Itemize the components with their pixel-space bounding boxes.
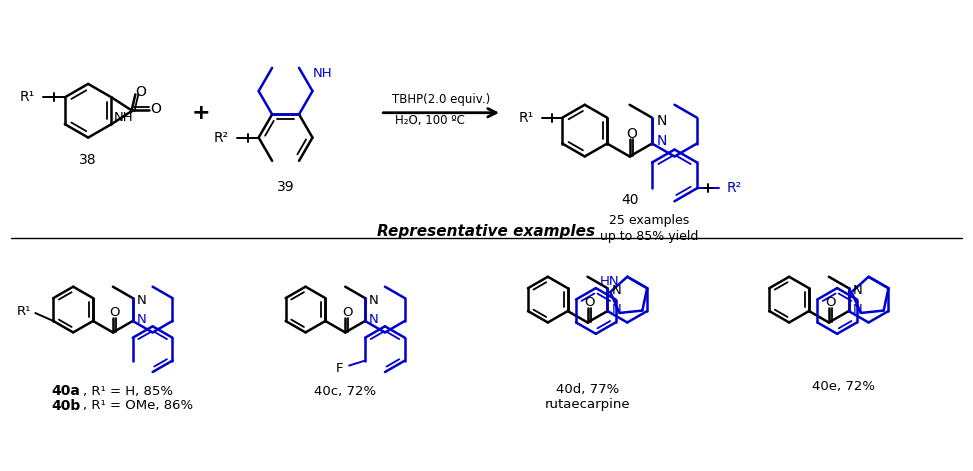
Text: R¹: R¹ — [19, 90, 35, 104]
Text: N: N — [611, 302, 621, 316]
Text: R²: R² — [214, 130, 229, 145]
Text: O: O — [135, 85, 146, 99]
Text: 40b: 40b — [52, 399, 81, 413]
Text: N: N — [137, 293, 147, 307]
Text: 40e, 72%: 40e, 72% — [812, 380, 876, 393]
Text: N: N — [369, 312, 378, 325]
Text: N: N — [657, 134, 667, 147]
Text: O: O — [110, 306, 120, 319]
Text: +: + — [192, 103, 210, 123]
Text: F: F — [336, 362, 343, 375]
Text: 39: 39 — [276, 180, 295, 194]
Text: R²: R² — [727, 181, 742, 195]
Text: NH: NH — [114, 111, 133, 124]
Text: N: N — [611, 284, 621, 297]
Text: HN: HN — [599, 275, 619, 288]
Text: , R¹ = OMe, 86%: , R¹ = OMe, 86% — [83, 399, 194, 413]
Text: H₂O, 100 ºC: H₂O, 100 ºC — [395, 114, 465, 127]
Text: N: N — [852, 284, 862, 297]
Text: 40d, 77%: 40d, 77% — [556, 382, 619, 396]
Text: 25 examples: 25 examples — [609, 213, 690, 227]
Text: 38: 38 — [80, 154, 97, 168]
Text: TBHP(2.0 equiv.): TBHP(2.0 equiv.) — [392, 93, 490, 106]
Text: 40: 40 — [621, 193, 638, 207]
Text: , R¹ = H, 85%: , R¹ = H, 85% — [83, 385, 173, 398]
Text: N: N — [657, 114, 667, 128]
Text: rutaecarpine: rutaecarpine — [545, 398, 631, 411]
Text: O: O — [585, 296, 595, 309]
Text: O: O — [627, 127, 637, 141]
Text: O: O — [150, 102, 161, 116]
Text: O: O — [826, 296, 836, 309]
Text: N: N — [852, 302, 862, 316]
Text: 40a: 40a — [52, 384, 80, 398]
Text: R¹: R¹ — [17, 305, 31, 317]
Text: N: N — [369, 293, 378, 307]
Text: R¹: R¹ — [520, 111, 534, 125]
Text: O: O — [342, 306, 352, 319]
Text: N: N — [137, 312, 147, 325]
Text: up to 85% yield: up to 85% yield — [600, 230, 699, 244]
Text: Representative examples: Representative examples — [377, 224, 595, 238]
Text: 40c, 72%: 40c, 72% — [314, 385, 377, 398]
Text: NH: NH — [313, 67, 333, 81]
